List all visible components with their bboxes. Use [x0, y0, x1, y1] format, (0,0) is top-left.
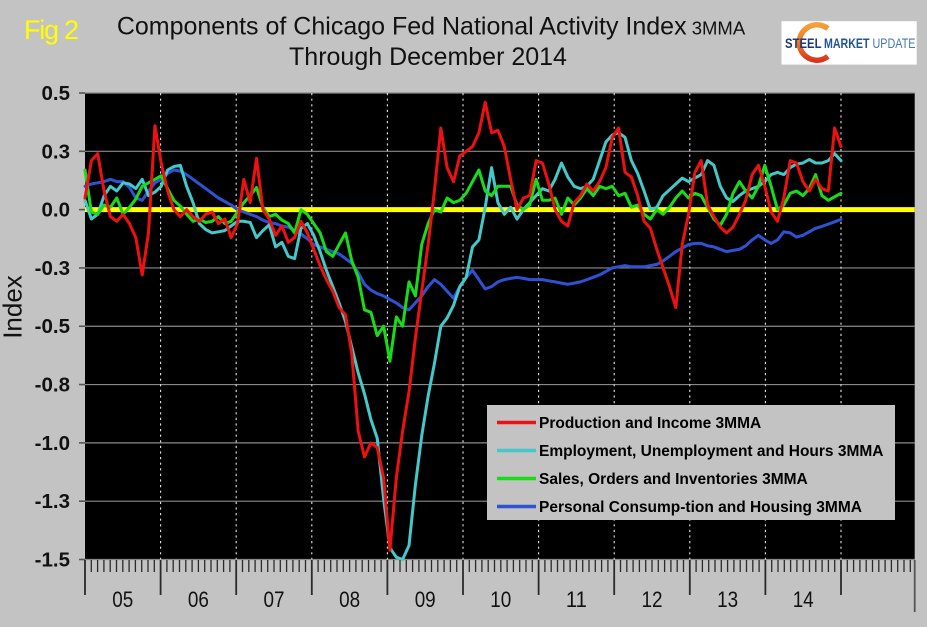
svg-text:-0.5: -0.5 — [35, 315, 70, 338]
svg-text:Personal Consump-tion and Hous: Personal Consump-tion and Housing 3MMA — [539, 499, 862, 516]
svg-text:Sales, Orders and Inventories: Sales, Orders and Inventories 3MMA — [539, 471, 808, 488]
svg-text:UPDATE: UPDATE — [873, 36, 916, 51]
svg-text:0.5: 0.5 — [42, 82, 71, 105]
svg-text:-1.5: -1.5 — [35, 549, 70, 572]
svg-text:12: 12 — [642, 587, 663, 612]
svg-text:0.0: 0.0 — [42, 199, 71, 222]
svg-text:Employment, Unemployment and H: Employment, Unemployment and Hours 3MMA — [539, 443, 883, 460]
svg-text:-0.8: -0.8 — [35, 374, 70, 397]
svg-text:06: 06 — [188, 587, 209, 612]
svg-text:07: 07 — [264, 587, 285, 612]
svg-text:-1.0: -1.0 — [35, 432, 70, 455]
svg-text:Production and Income 3MMA: Production and Income 3MMA — [539, 415, 761, 432]
svg-text:-1.3: -1.3 — [35, 490, 70, 513]
svg-text:MARKET: MARKET — [824, 36, 870, 51]
svg-text:08: 08 — [339, 587, 360, 612]
svg-text:Index: Index — [0, 275, 28, 339]
svg-text:Fig 2: Fig 2 — [24, 15, 79, 45]
svg-text:Through December 2014: Through December 2014 — [289, 43, 567, 71]
svg-text:11: 11 — [566, 587, 587, 612]
svg-text:0.3: 0.3 — [42, 140, 71, 163]
svg-text:-0.3: -0.3 — [35, 257, 70, 280]
svg-text:09: 09 — [415, 587, 436, 612]
svg-text:10: 10 — [490, 587, 511, 612]
svg-text:STEEL: STEEL — [785, 36, 822, 51]
svg-text:Components of Chicago Fed Nati: Components of Chicago Fed National Activ… — [117, 13, 746, 41]
svg-text:14: 14 — [793, 587, 814, 612]
svg-text:05: 05 — [112, 587, 133, 612]
svg-text:13: 13 — [717, 587, 738, 612]
